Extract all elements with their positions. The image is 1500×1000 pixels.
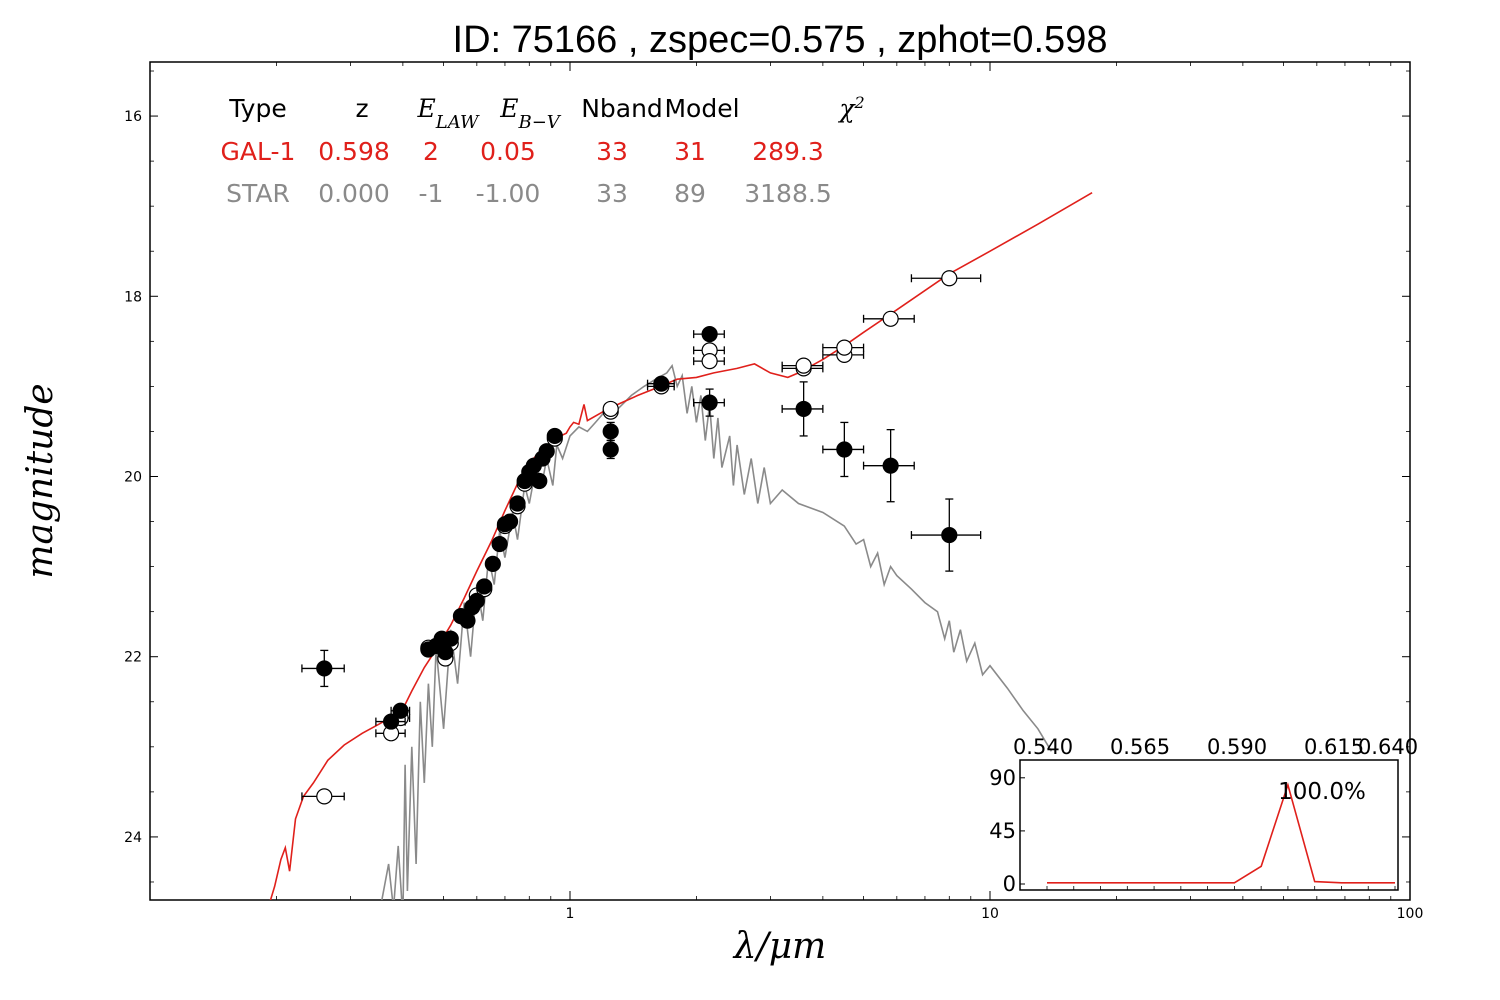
galaxy-model-line (269, 192, 1093, 900)
y-tick-label: 16 (124, 109, 142, 125)
observed-points (301, 326, 982, 730)
plot-frame (149, 61, 1411, 901)
model-point (836, 339, 853, 356)
x-tick-label: 100 (1397, 906, 1424, 922)
x-tick-label: 1 (566, 906, 575, 922)
table-header-ebv: EB−V (499, 94, 562, 133)
y-tick-label: 24 (124, 830, 142, 846)
inset-y-tick-label: 90 (989, 766, 1016, 790)
observed-point (531, 472, 548, 490)
inset-x-tick-label: 0.590 (1207, 735, 1267, 759)
y-tick-label: 22 (124, 650, 142, 666)
model-point (602, 400, 619, 418)
model-point (316, 788, 333, 805)
observed-point (501, 513, 519, 530)
table-cell: 0.000 (318, 179, 390, 208)
model-point (795, 357, 812, 374)
observed-point (701, 394, 718, 411)
table-cell: 3188.5 (744, 179, 831, 208)
model-points (301, 270, 982, 805)
inset-y-tick-label: 45 (989, 819, 1016, 843)
table-header-nband: Nband (581, 94, 663, 123)
table-cell: 89 (674, 179, 706, 208)
x-tick-label: 10 (981, 906, 999, 922)
observed-point (392, 702, 409, 719)
table-cell: 0.598 (318, 137, 390, 166)
table-header-elaw: ELAW (417, 94, 480, 133)
observed-point (602, 423, 619, 440)
table-cell: GAL-1 (221, 137, 296, 166)
observed-point (509, 495, 526, 512)
model-point (941, 270, 958, 287)
inset-x-tick-label: 0.615 (1304, 735, 1364, 759)
observed-point (941, 526, 958, 544)
observed-point (459, 612, 476, 629)
inset-x-tick-label: 0.565 (1110, 735, 1170, 759)
y-tick-label: 20 (124, 469, 142, 485)
table-cell: 31 (674, 137, 706, 166)
observed-point (602, 441, 619, 458)
model-point (882, 310, 899, 327)
model-point (701, 353, 718, 370)
inset-x-tick-label: 0.540 (1013, 735, 1073, 759)
table-cell: -1 (419, 179, 444, 208)
x-axis: 1 10 100 (276, 62, 1423, 922)
inset-x-tick-label: 0.640 (1358, 735, 1418, 759)
observed-point (484, 555, 501, 572)
y-axis-label: magnitude (20, 383, 61, 578)
chart-title: ID: 75166 , zspec=0.575 , zphot=0.598 (453, 19, 1108, 61)
observed-point (316, 660, 333, 677)
fit-results-table: Type z ELAW EB−V Nband Model χ2 GAL-1 0.598 2 0.05… (221, 93, 865, 209)
table-header-model: Model (664, 94, 739, 123)
star-model-line (381, 363, 1053, 900)
table-cell: 2 (423, 137, 439, 166)
inset-pdf-line (1047, 782, 1395, 884)
observed-point (437, 644, 454, 661)
observed-point (653, 375, 670, 392)
x-axis-label: λ/μm (732, 926, 826, 967)
observed-point (538, 443, 555, 460)
observed-point (546, 427, 563, 445)
inset-y-tick-label: 0 (1003, 872, 1016, 896)
observed-point (442, 630, 459, 647)
table-cell: 33 (596, 137, 628, 166)
y-tick-label: 18 (124, 289, 142, 305)
observed-point (795, 400, 812, 418)
y-axis: 16 18 20 22 24 (124, 70, 1410, 883)
table-cell: -1.00 (476, 179, 541, 208)
table-cell: 0.05 (480, 137, 536, 166)
table-cell: 33 (596, 179, 628, 208)
observed-point (836, 441, 853, 458)
observed-point (701, 326, 718, 343)
observed-point (491, 535, 508, 553)
table-cell: STAR (226, 179, 290, 208)
inset-annotation: 100.0% (1278, 779, 1366, 805)
table-header-z: z (355, 94, 368, 123)
observed-point (468, 592, 485, 609)
inset-frame (1019, 759, 1399, 891)
table-cell: 289.3 (752, 137, 824, 166)
observed-point (476, 578, 493, 595)
table-header-chi2: χ2 (837, 93, 864, 124)
observed-point (882, 457, 899, 474)
table-header-type: Type (228, 94, 286, 123)
